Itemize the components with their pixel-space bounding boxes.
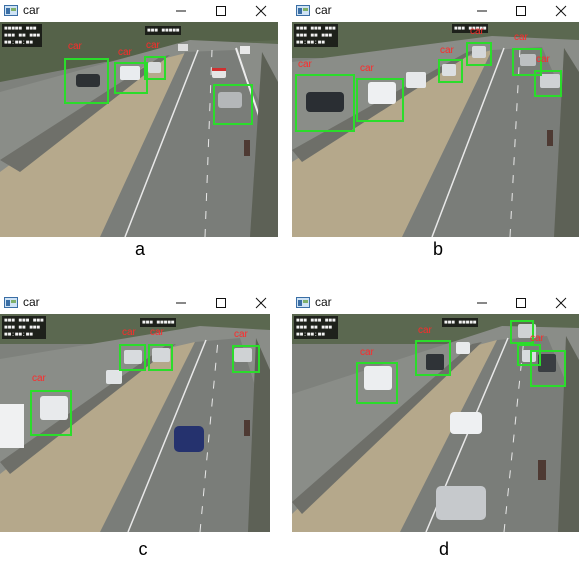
detection-box [438, 59, 463, 83]
maximize-icon [515, 297, 527, 309]
caption-d: d [424, 539, 464, 560]
detection-box [356, 362, 398, 404]
osd-timestamp: ■■■ ■■■ ■■■ ■■■ ■■ ■■■ ■■:■■:■■ [294, 316, 338, 339]
window-title: car [315, 3, 332, 17]
osd-camera-id: ■■■ ■■■■■ [140, 318, 176, 327]
minimize-button[interactable] [166, 0, 196, 22]
osd-timestamp: ■■■■■ ■■■ ■■■ ■■ ■■■ ■■:■■:■■ [2, 24, 42, 47]
close-icon [555, 297, 567, 309]
osd-timestamp: ■■■ ■■■ ■■■ ■■■ ■■ ■■■ ■■:■■:■■ [294, 24, 338, 47]
osd-timestamp: ■■■ ■■■ ■■■ ■■■ ■■ ■■■ ■■:■■:■■ [2, 316, 46, 339]
panel-a: car ■■■■■ ■■■ ■■■ ■■ ■■■ [0, 0, 278, 262]
detection-label: car [150, 328, 164, 338]
detection-label: car [440, 46, 454, 56]
close-icon [255, 297, 267, 309]
app-icon [296, 297, 310, 308]
maximize-button[interactable] [206, 292, 236, 314]
close-button[interactable] [246, 0, 276, 22]
app-icon [296, 5, 310, 16]
close-button[interactable] [546, 0, 576, 22]
detection-label: car [122, 328, 136, 338]
detection-label: car [298, 60, 312, 70]
maximize-icon [215, 297, 227, 309]
detection-box [30, 390, 72, 436]
close-button[interactable] [246, 292, 276, 314]
detection-label: car [118, 48, 132, 58]
video-frame: ■■■ ■■■ ■■■ ■■■ ■■ ■■■ ■■:■■:■■ ■■■ ■■■■… [292, 314, 579, 532]
detection-label: car [418, 326, 432, 336]
video-frame: ■■■ ■■■ ■■■ ■■■ ■■ ■■■ ■■:■■:■■ ■■■ ■■■■… [0, 314, 270, 532]
app-icon [4, 297, 18, 308]
app-icon [4, 5, 18, 16]
maximize-button[interactable] [206, 0, 236, 22]
detection-label: car [68, 42, 82, 52]
minimize-button[interactable] [467, 0, 497, 22]
window-titlebar[interactable]: car [292, 292, 584, 314]
window-titlebar[interactable]: car [292, 0, 584, 22]
detection-label: car [234, 330, 248, 340]
detection-label: car [360, 348, 374, 358]
window-title: car [23, 295, 40, 309]
detection-box [295, 74, 355, 132]
window-title: car [23, 3, 40, 17]
detection-label: car [360, 64, 374, 74]
panel-c: car ■■■ ■■■ ■■■ ■■■ ■■ ■■■ ■■:■■:■■ ■■■ … [0, 292, 278, 562]
window-title: car [315, 295, 332, 309]
detection-box [415, 340, 451, 376]
caption-b: b [418, 239, 458, 260]
detection-label: car [146, 41, 160, 51]
minimize-icon [175, 5, 187, 17]
detection-box [144, 56, 166, 80]
detection-box [213, 84, 253, 125]
minimize-button[interactable] [166, 292, 196, 314]
detection-box [232, 345, 260, 373]
detection-label: car [470, 27, 484, 37]
maximize-button[interactable] [506, 0, 536, 22]
close-icon [555, 5, 567, 17]
osd-camera-id: ■■■ ■■■■■ [442, 318, 478, 327]
maximize-button[interactable] [506, 292, 536, 314]
detection-box [534, 70, 562, 97]
window-titlebar[interactable]: car [0, 292, 278, 314]
close-button[interactable] [546, 292, 576, 314]
detection-box [119, 344, 146, 371]
detection-box [148, 344, 173, 371]
video-frame: ■■■■■ ■■■ ■■■ ■■ ■■■ ■■:■■:■■ ■■■ ■■■■■ … [0, 22, 278, 237]
detection-box [530, 350, 566, 387]
minimize-icon [476, 5, 488, 17]
detection-box [64, 58, 109, 104]
detection-label: car [32, 374, 46, 384]
detection-label: car [536, 55, 550, 65]
panel-b: car ■■■ ■■■ ■■■ ■■■ ■■ ■■■ ■■:■■:■■ ■■■ … [292, 0, 584, 262]
window-titlebar[interactable]: car [0, 0, 278, 22]
caption-c: c [123, 539, 163, 560]
minimize-icon [175, 297, 187, 309]
detection-box [114, 62, 148, 94]
caption-a: a [120, 239, 160, 260]
minimize-icon [476, 297, 488, 309]
panel-d: car ■■■ ■■■ ■■■ ■■■ ■■ ■■■ ■■:■■:■■ [292, 292, 584, 562]
video-frame: ■■■ ■■■ ■■■ ■■■ ■■ ■■■ ■■:■■:■■ ■■■ ■■■■… [292, 22, 579, 237]
minimize-button[interactable] [467, 292, 497, 314]
osd-camera-id: ■■■ ■■■■■ [145, 26, 181, 35]
detection-box [466, 42, 492, 66]
detection-label: car [514, 33, 528, 43]
detection-label: car [530, 334, 544, 344]
detection-box [356, 78, 404, 122]
maximize-icon [215, 5, 227, 17]
maximize-icon [515, 5, 527, 17]
highway-scene [0, 22, 278, 237]
close-icon [255, 5, 267, 17]
